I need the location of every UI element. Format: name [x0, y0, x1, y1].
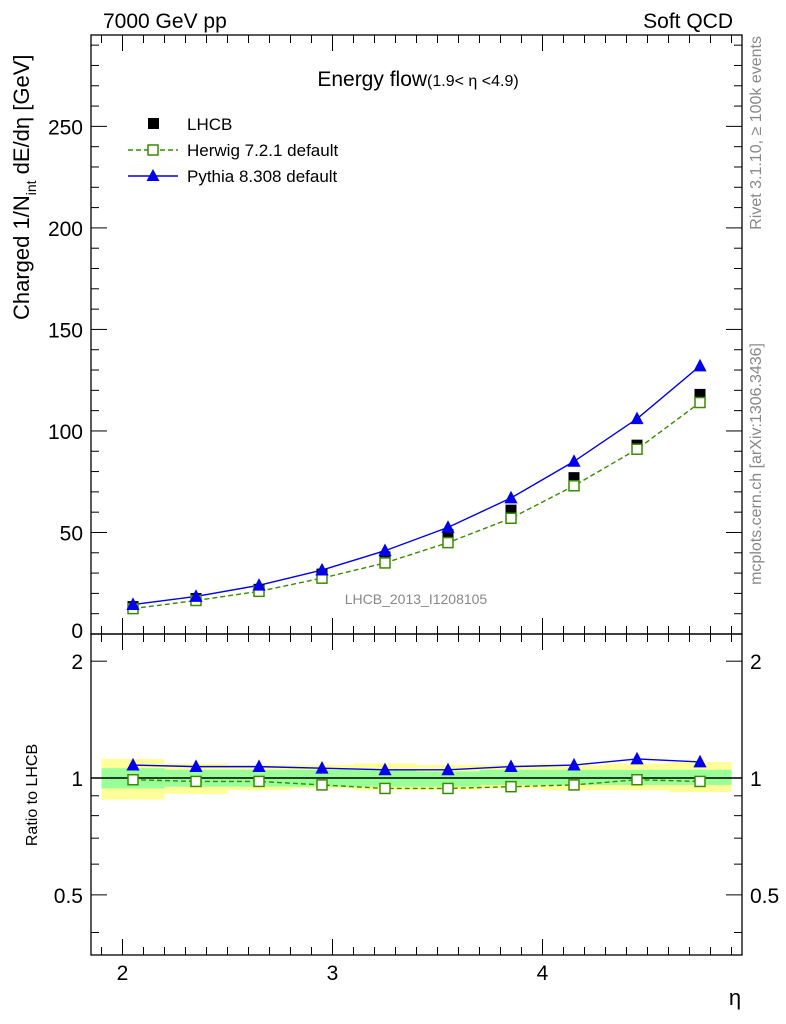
herwig-ratio-point-7	[568, 779, 580, 791]
ratio-ytick-label-right-1: 1	[750, 768, 762, 791]
pythia-line	[132, 365, 701, 606]
legend-entry-herwig: Herwig 7.2.1 default	[128, 141, 338, 160]
y-label-subscript: int	[23, 180, 39, 195]
pythia-ratio-point-6	[504, 759, 518, 773]
legend-marker-herwig	[147, 144, 159, 156]
herwig-point-4	[379, 557, 391, 569]
herwig-ratio-point-5	[442, 782, 454, 795]
ratio-series-group	[126, 751, 707, 795]
herwig-ratio-point-9	[694, 775, 706, 788]
pythia-point-0	[126, 597, 140, 610]
lhcb-point-4	[379, 551, 391, 563]
pythia-ratio-point-4	[378, 762, 392, 776]
herwig-ratio-point-4	[379, 782, 391, 795]
lhcb-point-5	[442, 529, 454, 541]
pythia-ratio-point-0	[126, 757, 140, 771]
ratio-plot-frame	[90, 633, 743, 956]
legend-marker-lhcb	[148, 118, 159, 129]
pythia-ratio-line	[132, 758, 701, 771]
main-ytick-label-50: 50	[60, 522, 83, 545]
legend-label-pythia: Pythia 8.308 default	[187, 167, 338, 186]
chart-title-main: Energy flow	[317, 68, 428, 91]
xtick-label-4: 4	[537, 962, 549, 985]
herwig-ratio-point-6	[505, 780, 517, 793]
main-series-group	[126, 358, 707, 615]
pythia-point-2	[252, 578, 266, 591]
main-ytick-label-150: 150	[48, 319, 83, 342]
mcplots-reference-text: mcplots.cern.ch [arXiv:1306.3436]	[748, 343, 765, 585]
chart-title: Energy flow(1.9< η <4.9)	[317, 68, 518, 91]
legend-entry-lhcb: LHCB	[148, 115, 232, 134]
pythia-ratio-point-8	[630, 751, 644, 765]
main-ytick-label-200: 200	[48, 218, 83, 241]
legend-label-lhcb: LHCB	[187, 115, 232, 134]
ratio-ytick-label-left-1: 1	[71, 768, 83, 791]
herwig-point-9	[694, 396, 706, 409]
legend: LHCB Herwig 7.2.1 default Pythia 8.308 d…	[128, 115, 338, 186]
herwig-ratio-point-1	[190, 775, 202, 788]
herwig-point-7	[568, 480, 580, 492]
main-ytick-label-0: 0	[71, 620, 83, 643]
lhcb-point-6	[505, 504, 517, 516]
band-inner-5	[416, 771, 480, 787]
lhcb-point-7	[568, 472, 580, 484]
pythia-point-6	[504, 490, 518, 504]
tick-labels-group: 0 50 100 150 200 250 0.5 0.5 1 1 2 2 2 3 4	[48, 116, 779, 985]
main-ytick-label-250: 250	[48, 116, 83, 139]
herwig-ratio-point-8	[631, 773, 643, 786]
pythia-point-7	[567, 454, 581, 467]
analysis-watermark: LHCB_2013_I1208105	[345, 591, 488, 607]
ratio-ytick-label-right-2: 2	[750, 651, 762, 674]
pythia-ratio-point-9	[693, 754, 707, 768]
main-ytick-label-100: 100	[48, 421, 83, 444]
ratio-ytick-label-left-0.5: 0.5	[54, 885, 83, 908]
pythia-ratio-point-5	[441, 762, 455, 776]
header-right: Soft QCD	[643, 10, 733, 33]
pythia-ratio-point-2	[252, 759, 266, 773]
xtick-label-2: 2	[117, 962, 129, 985]
xtick-label-3: 3	[327, 962, 339, 985]
pythia-ratio-point-7	[567, 757, 581, 771]
pythia-point-8	[630, 411, 644, 425]
herwig-ratio-line	[132, 779, 701, 790]
rivet-version-text: Rivet 3.1.10, ≥ 100k events	[748, 36, 765, 230]
herwig-ratio-point-0	[127, 773, 139, 786]
pythia-point-1	[189, 589, 203, 602]
pythia-point-5	[441, 520, 455, 533]
lhcb-point-9	[694, 388, 706, 400]
herwig-point-6	[505, 512, 517, 525]
pythia-point-3	[315, 562, 329, 576]
chart-title-range: (1.9< η <4.9)	[427, 73, 519, 90]
herwig-ratio-point-2	[253, 775, 265, 788]
ratio-ytick-label-left-2: 2	[71, 651, 83, 674]
herwig-line	[132, 401, 701, 610]
main-y-axis-label: Charged 1/Nint dE/dη [GeV]	[9, 54, 39, 320]
x-axis-label: η	[729, 985, 741, 1010]
header-left: 7000 GeV pp	[103, 10, 227, 33]
ratio-y-axis-label: Ratio to LHCB	[24, 744, 41, 846]
herwig-ratio-point-3	[316, 779, 328, 791]
legend-entry-pythia: Pythia 8.308 default	[128, 167, 338, 186]
legend-label-herwig: Herwig 7.2.1 default	[187, 141, 338, 160]
pythia-ratio-point-1	[189, 759, 203, 773]
axes-group	[90, 34, 743, 956]
legend-marker-pythia	[146, 169, 160, 181]
herwig-point-8	[631, 443, 643, 455]
pythia-point-9	[693, 358, 707, 372]
y-label-tail: dE/dη [GeV]	[9, 54, 34, 180]
herwig-point-5	[442, 536, 454, 549]
pythia-point-4	[378, 543, 392, 557]
y-label-main-part: Charged 1/N	[9, 195, 34, 320]
pythia-ratio-point-3	[315, 761, 329, 774]
ratio-ytick-label-right-0.5: 0.5	[750, 885, 779, 908]
